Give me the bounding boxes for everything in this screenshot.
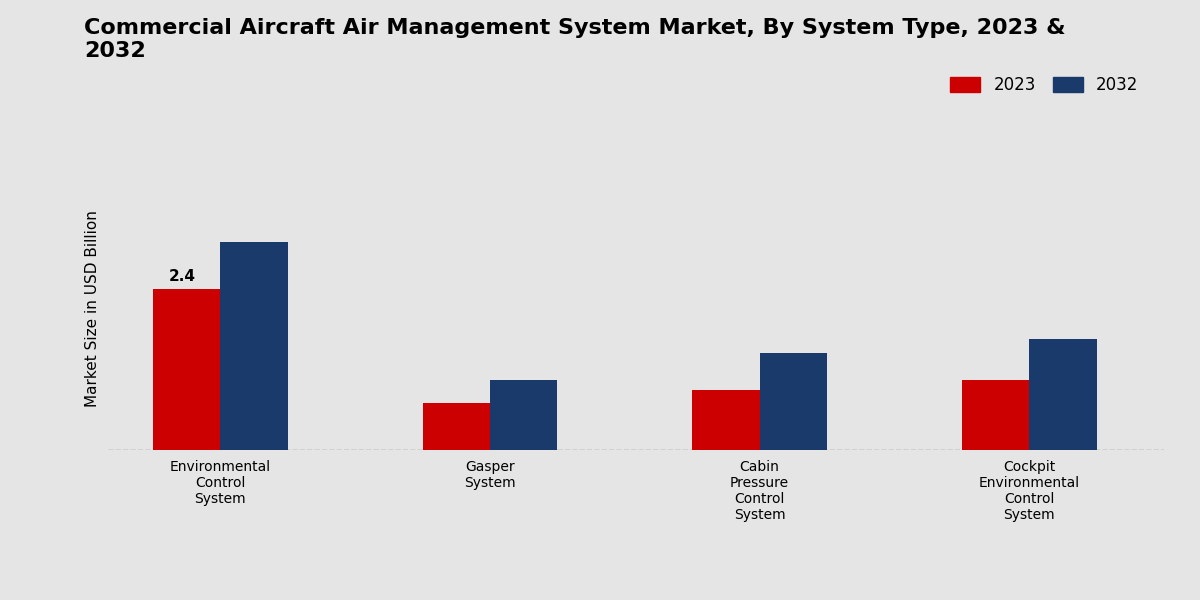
Bar [961,379,1030,450]
Bar [692,389,760,450]
Text: 2.4: 2.4 [169,269,196,284]
Y-axis label: Market Size in USD Billion: Market Size in USD Billion [85,211,100,407]
Bar [221,242,288,450]
Text: Commercial Aircraft Air Management System Market, By System Type, 2023 &
2032: Commercial Aircraft Air Management Syste… [84,18,1066,61]
Bar [760,353,827,450]
Bar [1030,339,1097,450]
Bar [422,403,490,450]
Bar [490,379,557,450]
Legend: 2023, 2032: 2023, 2032 [943,69,1145,101]
Bar [152,289,221,450]
